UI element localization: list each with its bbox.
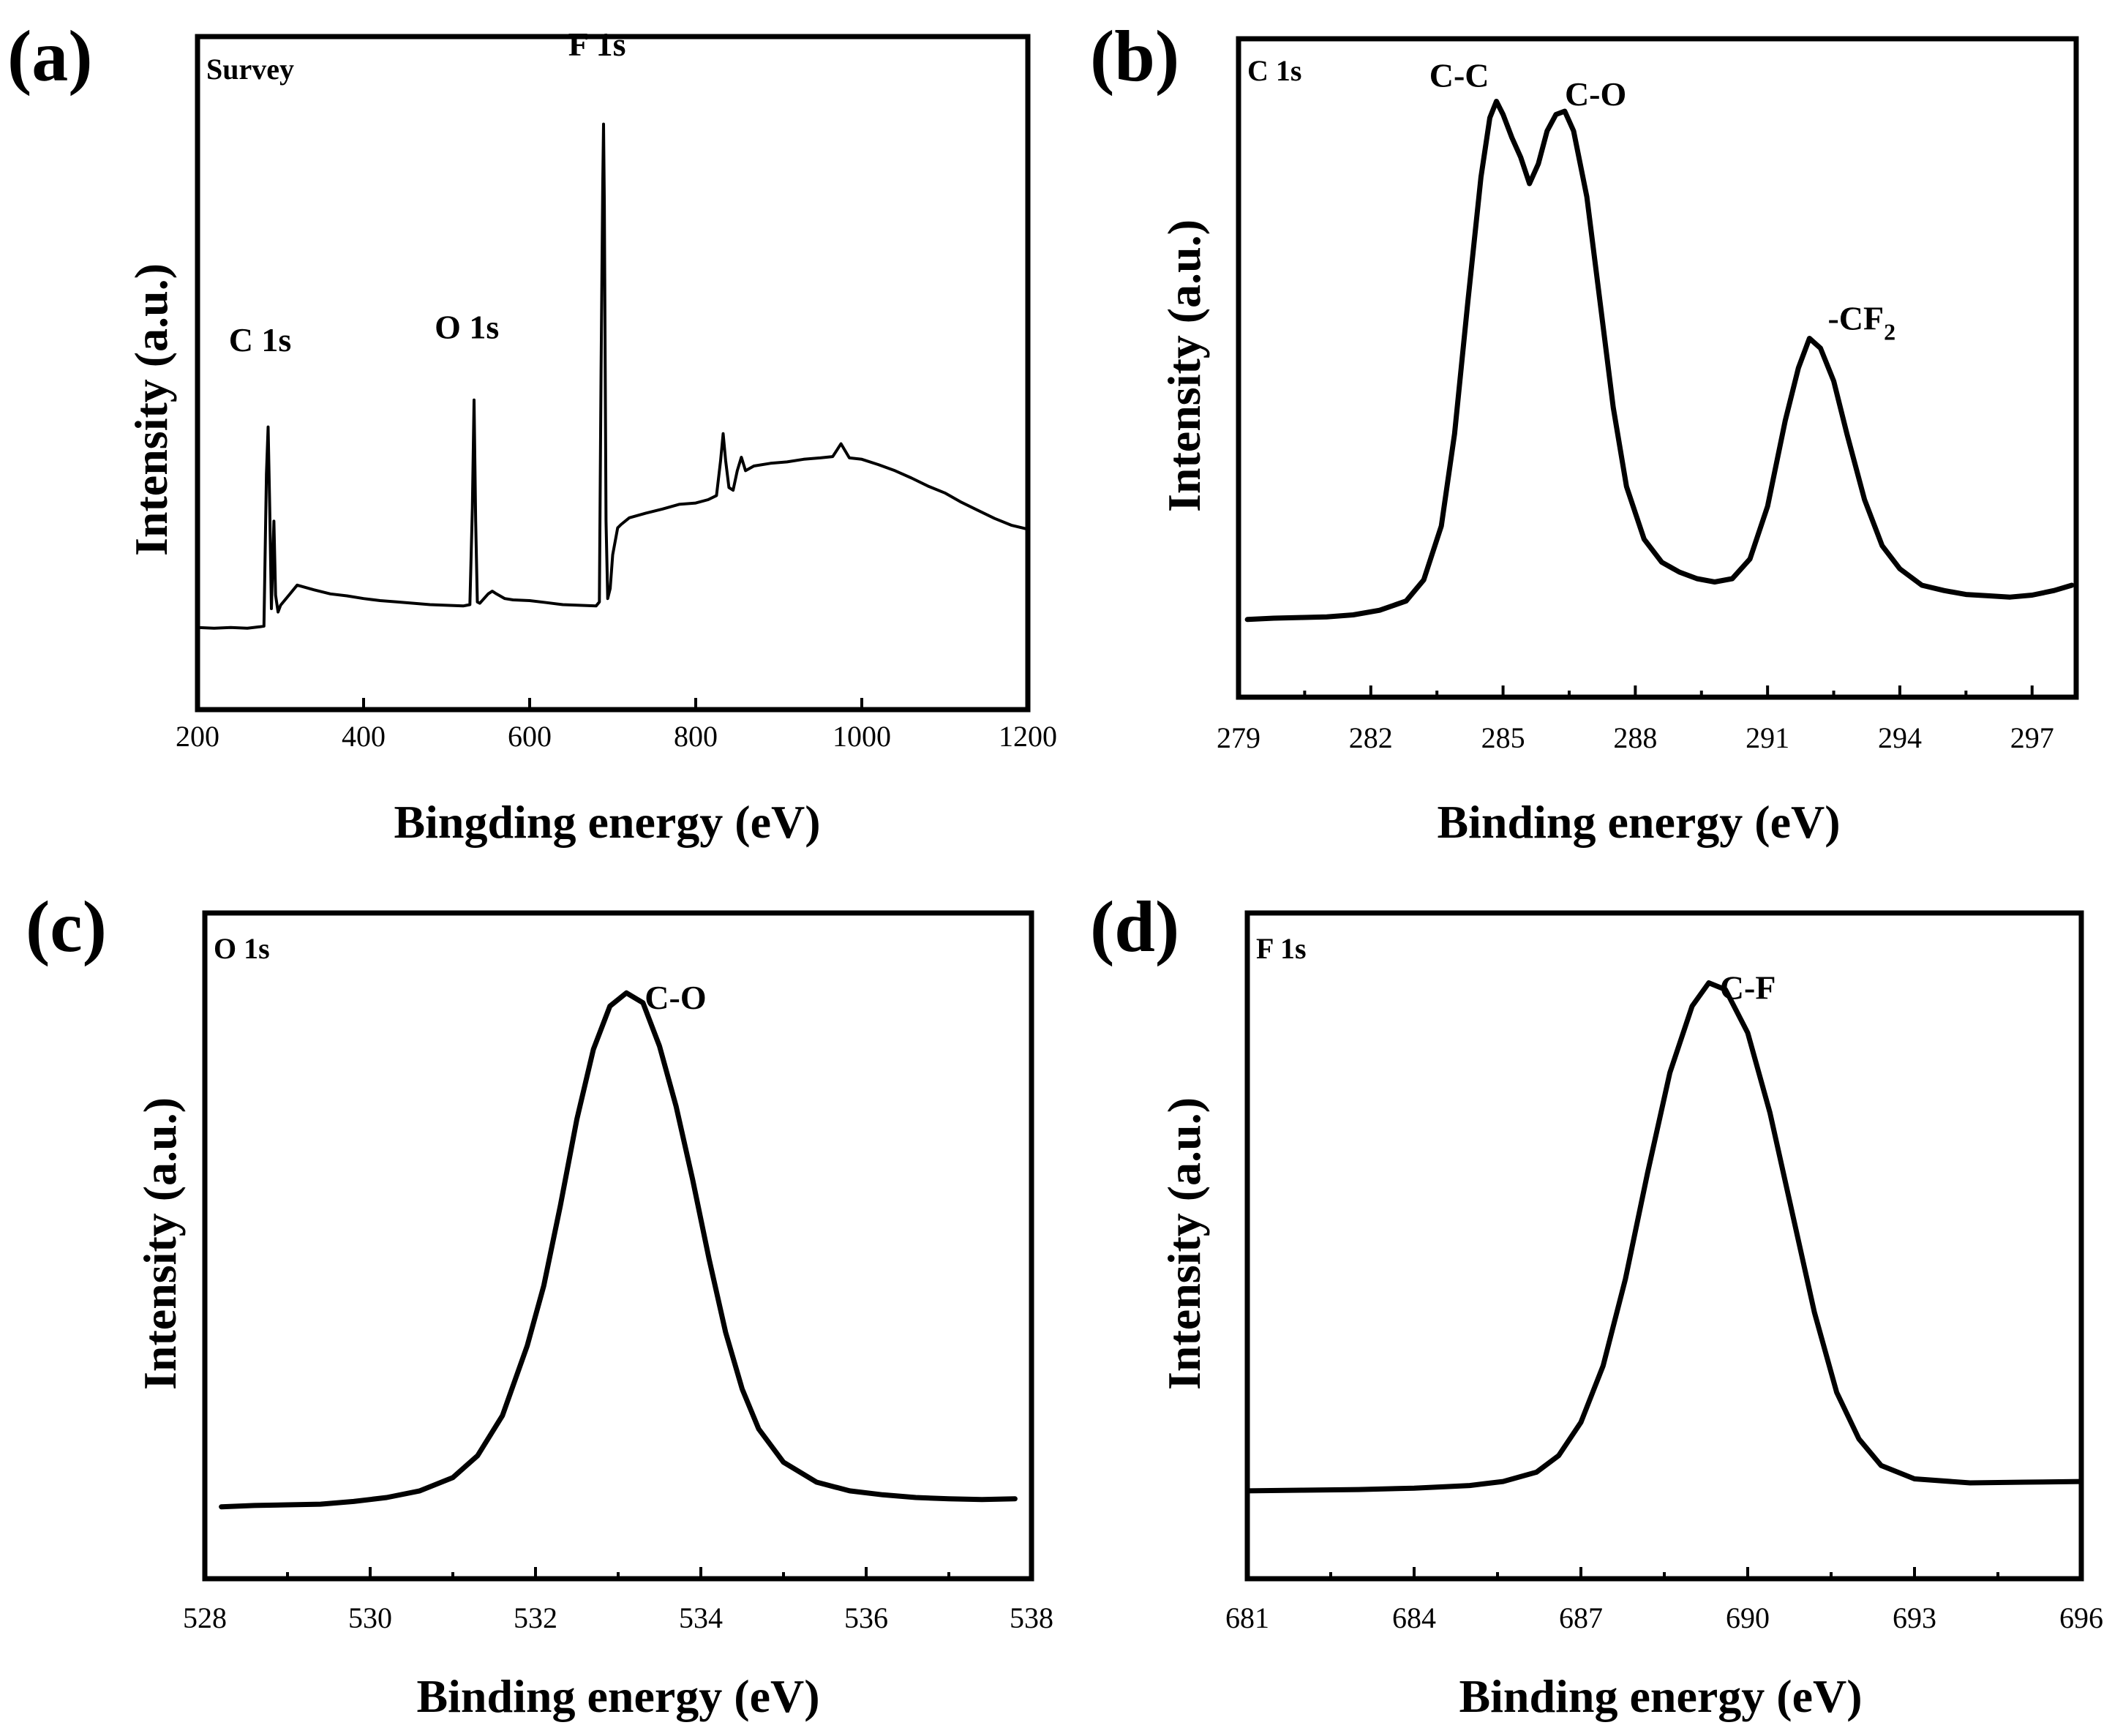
peak-label-subscript: 2: [1884, 319, 1895, 345]
x-tick-label-d-684: 684: [1392, 1601, 1436, 1634]
x-axis-title-c: Binding energy (eV): [416, 1670, 819, 1722]
x-tick-label-d-681: 681: [1225, 1601, 1269, 1634]
panel-label-b: (b): [1090, 15, 1179, 97]
survey-spectrum-line: [196, 122, 1029, 630]
x-tick-labels-d: 681 684 687 690 693 696: [1225, 1601, 2103, 1634]
panel-label-a: (a): [7, 15, 93, 97]
x-tick-labels-a: 200 400 600 800 1000 1200: [176, 720, 1057, 753]
x-tick-labels-c: 528 530 532 534 536 538: [183, 1601, 1053, 1634]
x-tick-label-b-282: 282: [1349, 721, 1393, 754]
x-tick-label-a-1200: 1200: [999, 720, 1057, 753]
plot-frame-a: [195, 34, 1031, 713]
peak-label-a-0: C 1s: [229, 321, 292, 358]
x-tick-label-c-528: 528: [183, 1601, 227, 1634]
x-ticks-d: [1246, 1567, 2083, 1579]
x-tick-label-c-534: 534: [679, 1601, 723, 1634]
x-axis-title-b: Binding energy (eV): [1437, 796, 1840, 848]
x-tick-labels-b: 279 282 285 288 291 294 297: [1217, 721, 2054, 754]
peak-labels-c: C-O: [645, 979, 706, 1016]
panel-label-c: (c): [26, 886, 107, 967]
x-ticks-a: [196, 698, 1029, 710]
c1s-spectrum-line: [1244, 99, 2075, 623]
peak-labels-b: C-C C-O-CF2: [1429, 57, 1895, 345]
x-tick-label-b-297: 297: [2010, 721, 2054, 754]
x-tick-label-b-294: 294: [1878, 721, 1922, 754]
x-tick-label-a-800: 800: [674, 720, 718, 753]
x-tick-label-d-693: 693: [1893, 1601, 1936, 1634]
y-axis-title-c: Intensity (a.u.): [134, 1097, 186, 1390]
x-tick-label-c-532: 532: [514, 1601, 557, 1634]
peak-label-a-2: F 1s: [568, 26, 626, 63]
peak-label-b-0: C-C: [1429, 57, 1489, 94]
peak-labels-a: C 1s O 1s F 1s: [229, 26, 626, 358]
panel-c-o1s: (c) Intensity (a.u.) Binding energy (eV)…: [26, 886, 1053, 1722]
peak-label-a-1: O 1s: [435, 308, 499, 345]
x-tick-label-b-279: 279: [1217, 721, 1260, 754]
x-tick-label-d-687: 687: [1559, 1601, 1603, 1634]
x-tick-label-d-696: 696: [2059, 1601, 2103, 1634]
x-tick-label-a-1000: 1000: [833, 720, 891, 753]
x-tick-label-a-600: 600: [508, 720, 552, 753]
y-axis-title-a: Intensity (a.u.): [125, 263, 177, 556]
peak-label-d-0: C-F: [1720, 969, 1776, 1007]
x-tick-label-a-200: 200: [176, 720, 219, 753]
x-tick-label-b-291: 291: [1746, 721, 1789, 754]
x-ticks-c: [203, 1567, 1033, 1579]
inner-title-c: O 1s: [214, 932, 270, 965]
peak-label-b-1: C-O: [1565, 75, 1626, 113]
f1s-spectrum-line: [1244, 980, 2084, 1494]
inner-title-a: Survey: [206, 53, 294, 86]
plot-frame-b: [1236, 36, 2079, 700]
x-tick-label-c-536: 536: [844, 1601, 888, 1634]
peak-label-c-0: C-O: [645, 979, 706, 1016]
panel-a-survey: (a) Intensity (a.u.) Bingding energy (eV…: [7, 15, 1057, 848]
panel-label-d: (d): [1090, 886, 1179, 967]
inner-title-d: F 1s: [1256, 932, 1307, 965]
x-tick-label-b-285: 285: [1481, 721, 1525, 754]
x-tick-label-d-690: 690: [1726, 1601, 1770, 1634]
x-tick-label-b-288: 288: [1613, 721, 1657, 754]
o1s-spectrum-line: [219, 990, 1018, 1510]
x-axis-title-a: Bingding energy (eV): [394, 796, 820, 848]
peak-labels-d: C-F: [1720, 969, 1776, 1007]
x-axis-title-d: Binding energy (eV): [1459, 1670, 1862, 1722]
inner-title-b: C 1s: [1247, 54, 1301, 87]
y-axis-title-b: Intensity (a.u.): [1158, 219, 1210, 512]
panel-d-f1s: (d) Intensity (a.u.) Binding energy (eV)…: [1090, 886, 2103, 1722]
x-tick-label-c-530: 530: [348, 1601, 392, 1634]
panel-b-c1s: (b) Intensity (a.u.) Binding energy (eV)…: [1090, 15, 2079, 848]
x-tick-label-a-400: 400: [342, 720, 386, 753]
x-ticks-b: [1237, 685, 2034, 697]
y-axis-title-d: Intensity (a.u.): [1158, 1097, 1210, 1390]
x-tick-label-c-538: 538: [1010, 1601, 1053, 1634]
